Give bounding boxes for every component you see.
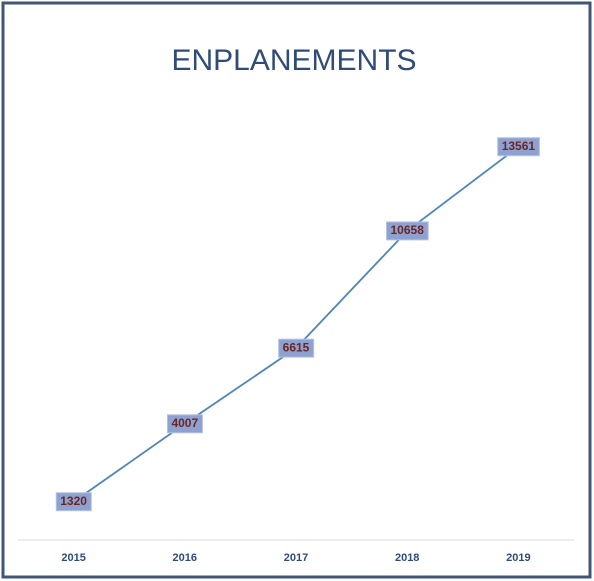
x-tick-label: 2017 [284, 552, 308, 564]
data-label-text: 13561 [502, 139, 536, 153]
data-label: 1320 [55, 492, 92, 512]
x-tick-label: 2015 [61, 552, 85, 564]
data-label-text: 1320 [60, 494, 87, 508]
data-label: 6615 [278, 338, 315, 358]
data-label-text: 10658 [391, 223, 425, 237]
data-label: 10658 [386, 221, 429, 241]
data-label-box [55, 492, 92, 512]
data-label: 13561 [497, 137, 540, 157]
data-label-box [386, 221, 429, 241]
data-label-text: 6615 [283, 340, 310, 354]
chart-title: ENPLANEMENTS [171, 44, 416, 77]
x-tick-label: 2016 [173, 552, 197, 564]
data-label-box [497, 137, 540, 157]
x-tick-label: 2018 [395, 552, 419, 564]
data-label-box [278, 338, 315, 358]
data-label: 4007 [166, 414, 203, 434]
x-tick-label: 2019 [506, 552, 530, 564]
data-label-text: 4007 [171, 416, 198, 430]
data-label-box [166, 414, 203, 434]
